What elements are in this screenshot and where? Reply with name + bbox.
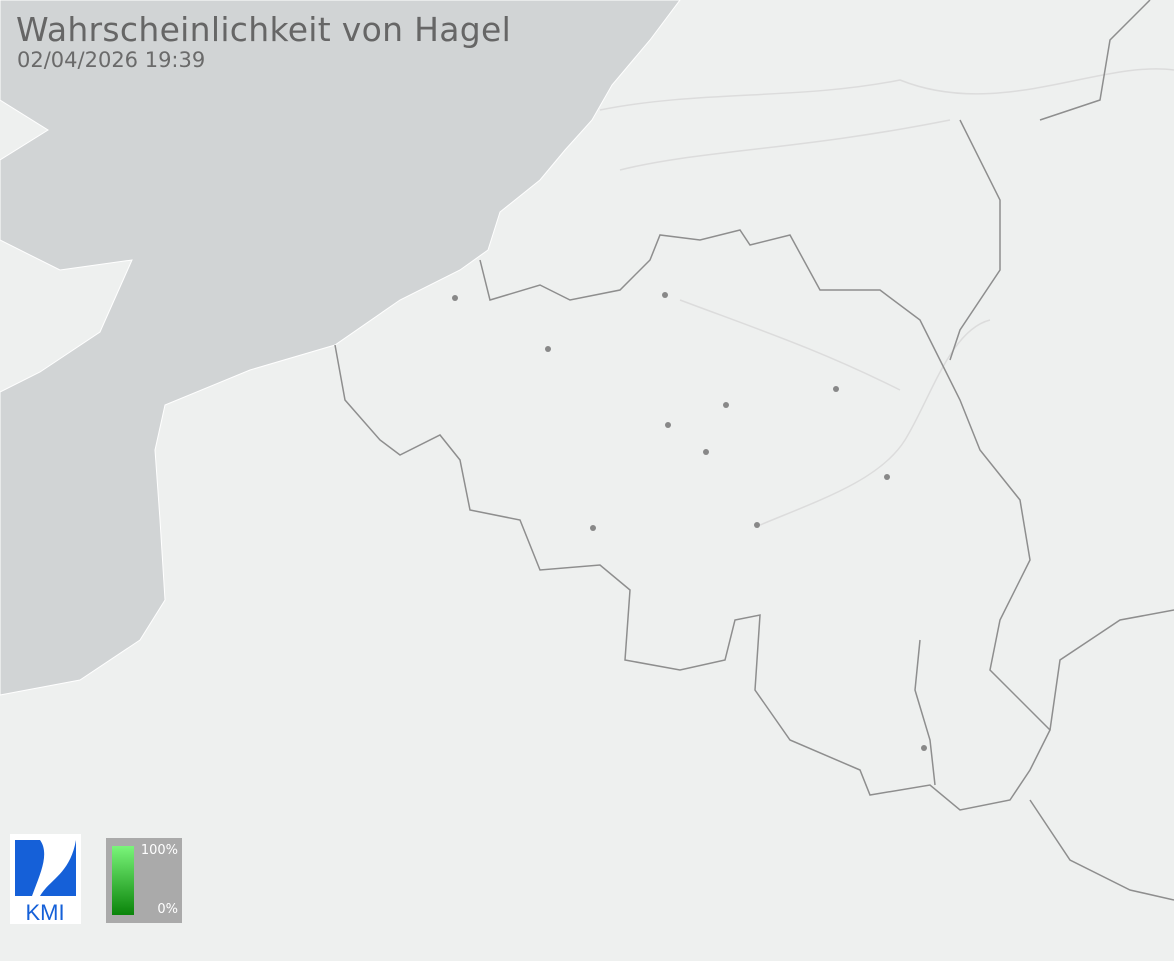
legend-gradient-bar (112, 846, 134, 915)
city-dot (921, 745, 927, 751)
city-dot (723, 402, 729, 408)
kmi-logo: KMI (10, 834, 81, 925)
svg-text:KMI: KMI (25, 900, 64, 924)
city-dot (833, 386, 839, 392)
probability-legend: 100% 0% (106, 838, 182, 923)
city-dot (662, 292, 668, 298)
sea (0, 0, 681, 696)
timestamp: 02/04/2026 19:39 (17, 48, 206, 72)
city-dot (452, 295, 458, 301)
country-border (334, 229, 1051, 811)
country-border (914, 0, 1174, 901)
city-dot (545, 346, 551, 352)
city-dot (703, 449, 709, 455)
kmi-logo-icon: KMI (15, 840, 76, 925)
city-dot (884, 474, 890, 480)
city-dot (665, 422, 671, 428)
legend-max-label: 100% (140, 843, 178, 858)
city-dot (590, 525, 596, 531)
city-dot (754, 522, 760, 528)
cities (452, 292, 927, 751)
map-title: Wahrscheinlichkeit von Hagel (16, 10, 512, 49)
legend-min-label: 0% (157, 902, 178, 917)
rivers (599, 68, 1174, 526)
